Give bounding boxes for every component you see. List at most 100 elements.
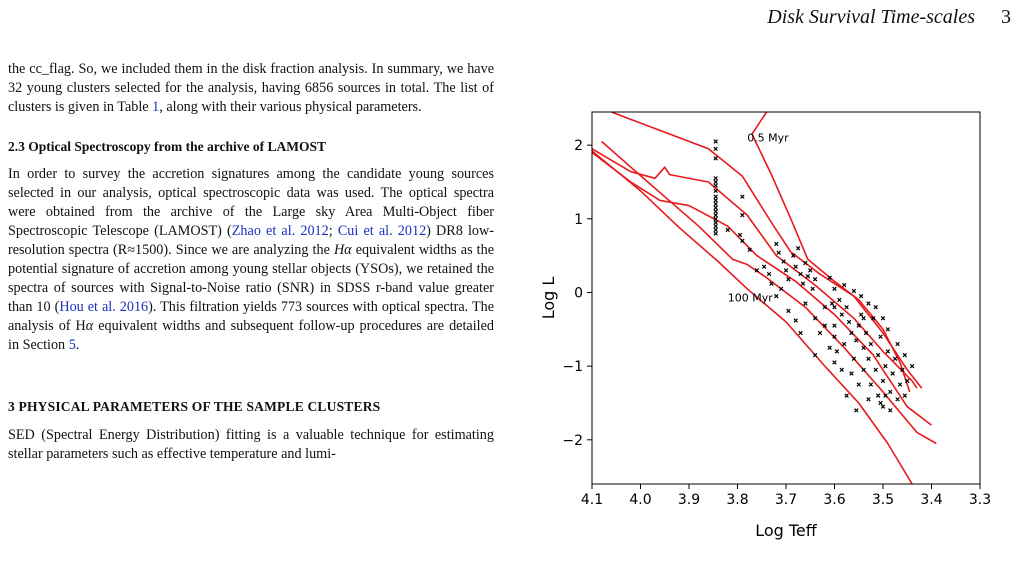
star-point [800, 281, 806, 286]
star-point [812, 352, 818, 358]
table-ref-link[interactable]: 1 [152, 99, 160, 115]
star-point [754, 268, 760, 273]
star-point [858, 312, 864, 317]
star-point [786, 276, 791, 282]
star-point [786, 308, 791, 314]
star-point [713, 156, 718, 161]
star-point [832, 323, 837, 328]
x-tick-label: 3.7 [775, 492, 797, 508]
star-point [844, 304, 849, 310]
section-ref-link[interactable]: 5 [68, 337, 76, 353]
star-point [873, 304, 878, 310]
star-point [909, 363, 915, 369]
star-point [713, 176, 718, 181]
star-point [766, 271, 772, 277]
star-point [868, 341, 874, 347]
star-point [854, 408, 859, 413]
star-point [895, 341, 900, 347]
star-point [798, 271, 803, 277]
star-point [883, 393, 888, 398]
star-point [868, 382, 874, 387]
star-point [890, 371, 895, 376]
y-tick-label: 2 [574, 138, 583, 154]
star-point [747, 247, 752, 252]
star-point [871, 316, 876, 321]
star-point [713, 183, 718, 188]
x-tick-label: 3.8 [726, 492, 748, 508]
para2-f: . [75, 337, 80, 353]
star-point [885, 349, 891, 354]
alpha-symbol: α [85, 318, 94, 334]
para1-text: the cc_flag. So, we included them in the… [8, 61, 494, 115]
star-point [713, 146, 718, 152]
star-point [713, 179, 718, 185]
star-point [812, 316, 818, 321]
star-point [776, 250, 781, 255]
star-point [902, 393, 908, 398]
star-point [900, 367, 905, 373]
x-tick-label: 3.4 [920, 492, 942, 508]
star-point [832, 334, 837, 339]
y-axis-ticks: 2 1 0 −1 −2 [562, 138, 592, 449]
star-point [895, 397, 900, 402]
para1-end: , along with their various physical para… [159, 99, 422, 115]
star-point [866, 397, 871, 402]
y-tick-label: 1 [574, 212, 583, 228]
star-point [888, 408, 893, 413]
star-point [795, 246, 801, 251]
star-point [740, 212, 745, 218]
star-point [713, 139, 718, 144]
star-point [810, 286, 815, 292]
star-point [713, 198, 718, 203]
para2-e: equivalent widths and subsequent follow-… [8, 318, 494, 353]
star-point [832, 360, 837, 365]
star-point [880, 316, 886, 321]
x-axis-ticks: 4.1 4.0 3.9 3.8 3.7 3.6 3.5 3.4 3.3 [581, 484, 991, 508]
isochrone-line-4 [592, 151, 932, 426]
star-point [803, 301, 808, 306]
star-point [713, 212, 718, 218]
star-point [740, 194, 745, 199]
left-column: the cc_flag. So, we included them in the… [8, 60, 494, 464]
star-point [713, 188, 718, 194]
star-point [851, 288, 857, 294]
paragraph-clusters-summary: the cc_flag. So, we included them in the… [8, 60, 494, 117]
para2-d: ). This filtration yields 773 sources wi… [8, 299, 494, 334]
star-point [713, 216, 718, 222]
hr-diagram-chart: 4.1 4.0 3.9 3.8 3.7 3.6 3.5 3.4 3.3 2 1 0 −1 −2 Log … [539, 111, 991, 540]
star-point [713, 201, 718, 207]
para2-b: ) DR8 low-resolution spectra (R≈1500). S… [8, 223, 494, 258]
star-point [778, 286, 784, 292]
star-point [713, 220, 718, 225]
isochrone-annotation: 100 Myr [728, 291, 773, 304]
star-point [829, 301, 835, 306]
star-point [817, 330, 823, 336]
star-point [798, 330, 803, 336]
star-point [878, 334, 883, 339]
star-point [832, 286, 837, 292]
star-point [832, 304, 837, 310]
citation-cui[interactable]: Cui et al. 2012 [337, 223, 427, 239]
star-point [854, 338, 859, 343]
star-point [856, 323, 861, 328]
para2-c: equivalent widths as the potential signa… [8, 242, 494, 315]
star-point [880, 378, 886, 384]
star-point [897, 382, 903, 387]
star-point [851, 356, 857, 361]
section-heading-3: 3 PHYSICAL PARAMETERS OF THE SAMPLE CLUS… [8, 399, 381, 414]
star-point [812, 276, 818, 282]
star-point [866, 301, 871, 306]
isochrone-line-6 [592, 150, 913, 484]
y-tick-label: 0 [574, 285, 583, 301]
y-tick-label: −1 [562, 359, 583, 375]
star-point [803, 260, 808, 266]
section-heading-2-3: 2.3 Optical Spectroscopy from the archiv… [8, 139, 326, 154]
star-point [740, 238, 745, 244]
citation-hou[interactable]: Hou et al. 2016 [59, 299, 149, 315]
citation-zhao[interactable]: Zhao et al. 2012 [231, 223, 329, 239]
star-point [905, 378, 910, 384]
x-tick-label: 4.1 [581, 492, 603, 508]
star-point [769, 281, 774, 286]
x-tick-label: 3.9 [678, 492, 700, 508]
x-tick-label: 3.3 [969, 492, 991, 508]
